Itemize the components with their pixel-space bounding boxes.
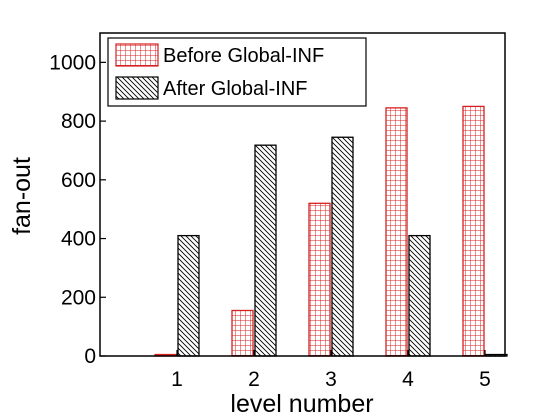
legend-label-after: After Global-INF <box>163 78 307 100</box>
x-tick-label-1: 1 <box>171 368 183 391</box>
bar-before-level-2 <box>231 309 254 357</box>
x-tick-label-3: 3 <box>325 368 337 391</box>
y-axis-title: fan-out <box>8 157 36 235</box>
x-axis-title: level number <box>230 390 373 418</box>
bar-before-level-3 <box>308 202 331 357</box>
bar-after-level-3 <box>331 136 354 357</box>
legend-swatch-after <box>115 76 159 100</box>
y-tick-label-0: 0 <box>84 345 96 368</box>
axes-group: 0 200 400 600 800 1000 1 2 3 4 5 <box>49 51 491 391</box>
x-tick-label-2: 2 <box>248 368 260 391</box>
bar-after-level-2 <box>254 144 277 357</box>
legend: Before Global-INF After Global-INF <box>107 37 367 107</box>
y-tick-label-800: 800 <box>61 110 96 133</box>
x-tick-label-4: 4 <box>402 368 414 391</box>
bar-before-level-5 <box>462 105 485 357</box>
bar-before-level-4 <box>385 107 408 357</box>
y-tick-label-1000: 1000 <box>49 51 96 74</box>
legend-label-before: Before Global-INF <box>163 45 324 67</box>
bar-after-level-4 <box>408 234 431 357</box>
y-tick-label-200: 200 <box>61 286 96 309</box>
plot-frame <box>99 32 506 357</box>
bars-group <box>154 105 508 357</box>
y-tick-label-400: 400 <box>61 228 96 251</box>
bar-after-level-1 <box>177 234 200 357</box>
y-tick-label-600: 600 <box>61 169 96 192</box>
x-tick-label-5: 5 <box>479 368 491 391</box>
legend-swatch-before <box>115 43 159 67</box>
